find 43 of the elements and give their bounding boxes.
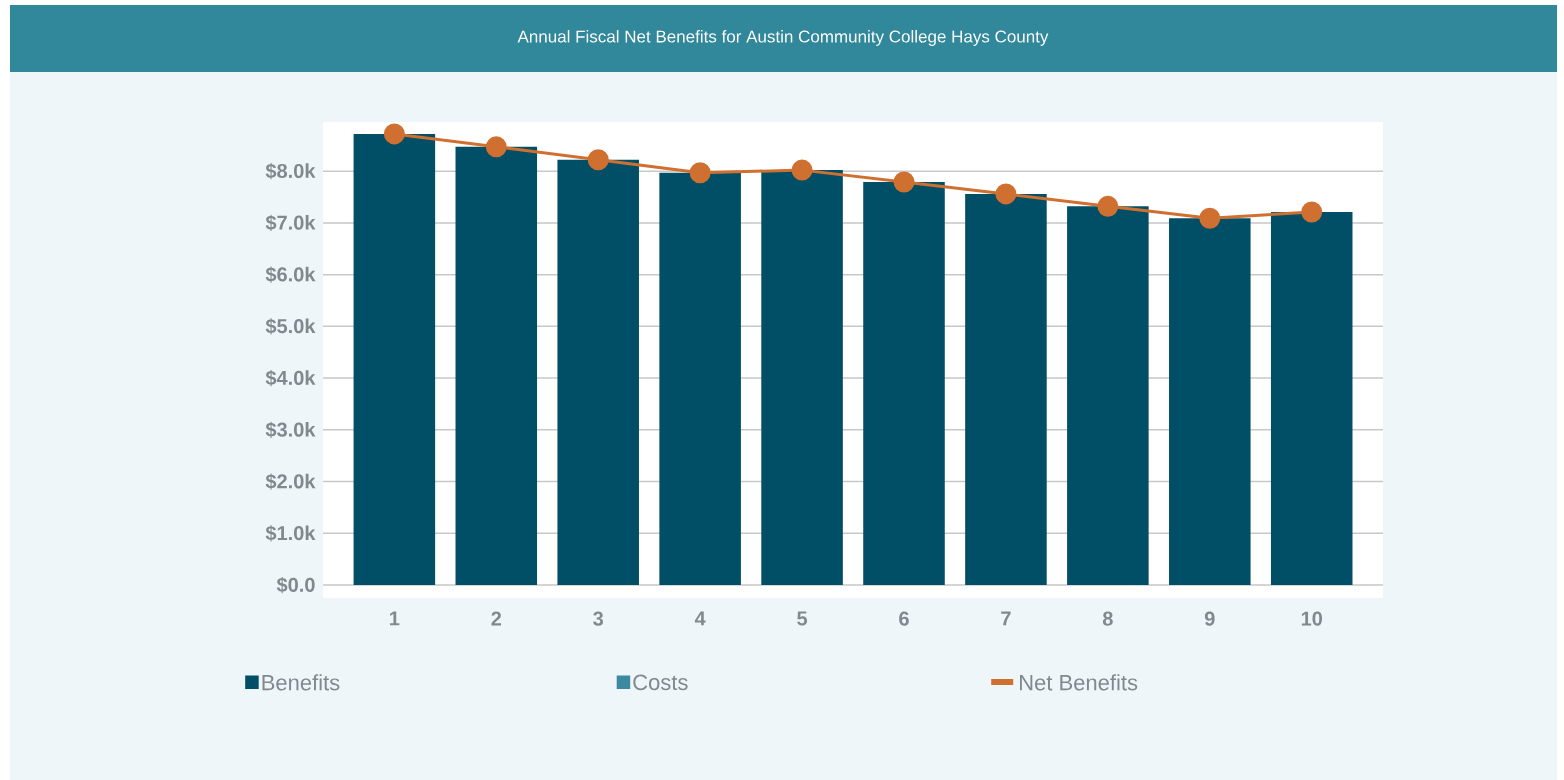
x-tick-label: 3 [593, 611, 604, 626]
x-tick-label: 7 [1001, 611, 1011, 626]
y-tick-label: $0.0 [276, 576, 315, 594]
bar [353, 133, 436, 586]
bar [1067, 206, 1149, 586]
x-tick-label: 5 [797, 611, 808, 626]
point [1301, 201, 1323, 223]
y-tick-label: $6.0k [265, 266, 316, 283]
point [587, 149, 609, 171]
y-tick-label: $3.0k [265, 421, 316, 439]
point [485, 136, 507, 158]
x-tick-label: 2 [491, 611, 502, 626]
y-tick-label: $8.0k [265, 163, 316, 180]
y-tick-label: $2.0k [265, 473, 316, 490]
y-tick-label: $4.0k [265, 369, 316, 387]
bar [761, 170, 843, 586]
legend-label: Costs [633, 674, 688, 691]
bar [1169, 218, 1251, 586]
point [689, 162, 711, 184]
point [995, 183, 1017, 205]
point [893, 171, 915, 193]
y-tick-label: $7.0k [265, 214, 316, 232]
x-tick-label: 8 [1102, 611, 1113, 626]
y-tick-label: $5.0k [265, 318, 316, 335]
bar [659, 172, 741, 586]
x-tick-label: 1 [390, 611, 400, 626]
y-tick-label: $1.0k [265, 525, 316, 542]
x-tick-label: 10 [1301, 611, 1323, 626]
x-tick-label: 4 [694, 611, 706, 626]
bar [557, 159, 639, 586]
point [383, 123, 405, 145]
bar [965, 193, 1047, 586]
legend-label: Net Benefits [1020, 674, 1138, 691]
point [791, 159, 813, 181]
chart-title: Annual Fiscal Net Benefits for Austin Community College Hays County [517, 30, 1049, 46]
legend-label: Benefits [262, 674, 340, 691]
x-tick-label: 9 [1204, 611, 1215, 626]
bar [1270, 212, 1353, 586]
bar [863, 182, 945, 586]
x-tick-label: 6 [899, 611, 909, 626]
bar [455, 146, 538, 586]
point [1097, 195, 1119, 217]
point [1199, 207, 1221, 229]
